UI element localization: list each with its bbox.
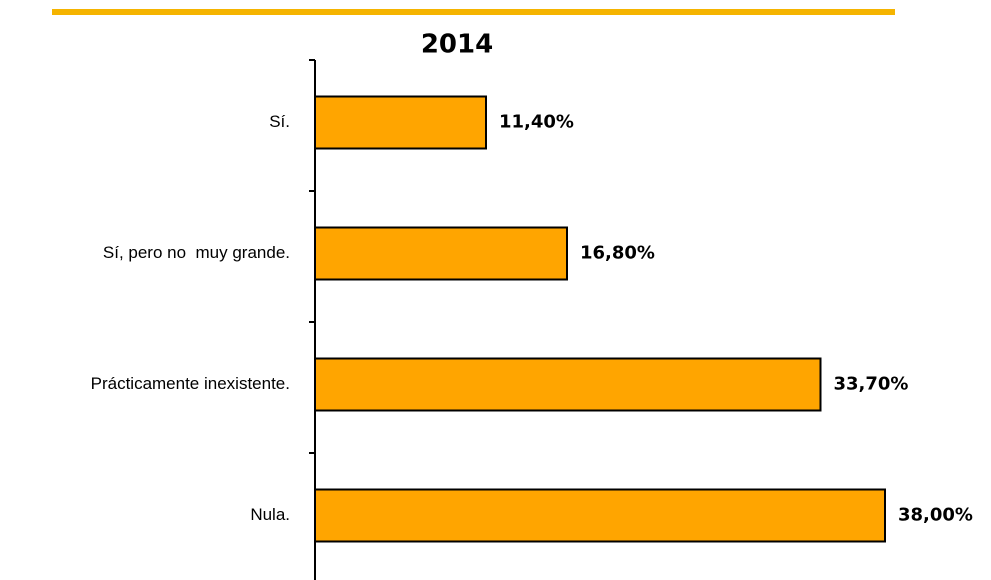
data-label: 38,00%	[898, 505, 973, 526]
bar	[314, 488, 886, 543]
y-tick-label: Prácticamente inexistente.	[91, 374, 290, 393]
y-tick-label: Sí, pero no muy grande.	[103, 243, 290, 262]
y-tick-label: Nula.	[250, 505, 290, 524]
bar	[314, 95, 487, 150]
y-tick-label: Sí.	[269, 112, 290, 131]
data-label: 11,40%	[499, 112, 574, 133]
data-label: 33,70%	[834, 374, 909, 395]
header-rule	[52, 9, 895, 15]
bar	[314, 357, 822, 412]
chart-title: 2014	[421, 30, 493, 60]
bar	[314, 226, 568, 281]
data-label: 16,80%	[580, 243, 655, 264]
